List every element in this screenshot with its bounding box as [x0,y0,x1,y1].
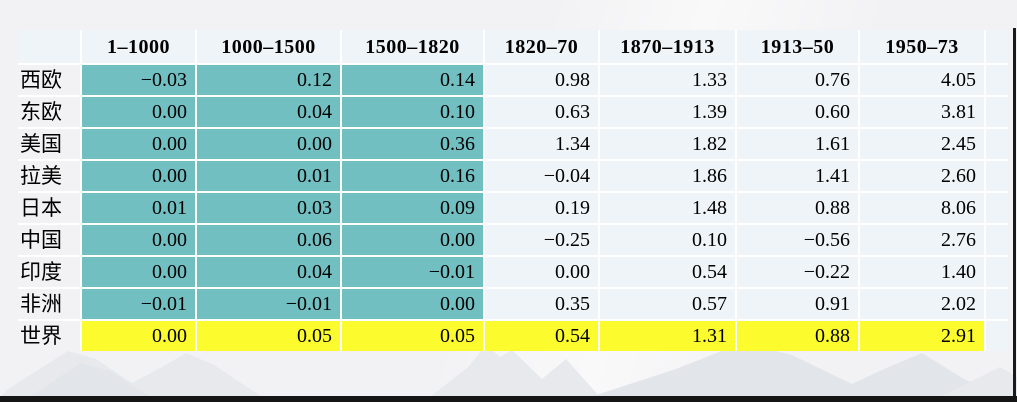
value-cell: 1.31 [600,321,735,351]
value-cell: 0.05 [342,321,483,351]
value-cell: 0.00 [82,161,195,191]
value-cell: 0.57 [600,289,735,319]
value-cell: 0.01 [197,161,340,191]
row-label-west-europe: 西欧 [18,65,80,95]
value-cell: −0.01 [342,257,483,287]
period-header: 1870–1913 [600,30,735,63]
value-cell: 1.34 [485,129,598,159]
value-cell: 8.06 [860,193,984,223]
spacer-cell [986,257,1008,287]
period-header: 1500–1820 [342,30,483,63]
value-cell: 0.91 [737,289,858,319]
period-header: 1820–70 [485,30,598,63]
value-cell: 0.54 [600,257,735,287]
value-cell: 0.00 [82,225,195,255]
row-label-china: 中国 [18,225,80,255]
value-cell: 0.00 [82,321,195,351]
value-cell: 0.16 [342,161,483,191]
value-cell: 0.00 [82,97,195,127]
value-cell: 0.98 [485,65,598,95]
value-cell: 2.02 [860,289,984,319]
value-cell: 0.06 [197,225,340,255]
spacer-cell [986,321,1008,351]
value-cell: 0.00 [342,289,483,319]
value-cell: 0.05 [197,321,340,351]
value-cell: 0.14 [342,65,483,95]
row-label-usa: 美国 [18,129,80,159]
value-cell: 2.45 [860,129,984,159]
spacer-cell [986,129,1008,159]
value-cell: 1.48 [600,193,735,223]
period-header: 1950–73 [860,30,984,63]
spacer-cell [986,30,1008,63]
row-label-india: 印度 [18,257,80,287]
value-cell: 1.39 [600,97,735,127]
value-cell: −0.25 [485,225,598,255]
period-header: 1000–1500 [197,30,340,63]
value-cell: 0.19 [485,193,598,223]
value-cell: 0.00 [342,225,483,255]
spacer-cell [986,289,1008,319]
value-cell: 0.00 [82,257,195,287]
value-cell: −0.04 [485,161,598,191]
slide-right-edge [1013,28,1016,402]
row-label-japan: 日本 [18,193,80,223]
value-cell: 0.00 [485,257,598,287]
value-cell: −0.03 [82,65,195,95]
value-cell: 0.35 [485,289,598,319]
value-cell: −0.01 [197,289,340,319]
value-cell: 0.09 [342,193,483,223]
value-cell: 0.63 [485,97,598,127]
spacer-cell [986,161,1008,191]
spacer-cell [986,97,1008,127]
row-label-east-europe: 东欧 [18,97,80,127]
value-cell: 0.88 [737,321,858,351]
row-label-latin-america: 拉美 [18,161,80,191]
value-cell: 0.54 [485,321,598,351]
corner-cell [18,30,80,63]
value-cell: 4.05 [860,65,984,95]
value-cell: 0.03 [197,193,340,223]
value-cell: 0.10 [600,225,735,255]
period-header: 1913–50 [737,30,858,63]
value-cell: 0.04 [197,97,340,127]
value-cell: 0.76 [737,65,858,95]
value-cell: 2.91 [860,321,984,351]
value-cell: 0.04 [197,257,340,287]
value-cell: 0.60 [737,97,858,127]
spacer-cell [986,193,1008,223]
row-label-africa: 非洲 [18,289,80,319]
slide-bottom-edge [0,396,1017,402]
value-cell: −0.01 [82,289,195,319]
value-cell: 2.60 [860,161,984,191]
value-cell: 1.40 [860,257,984,287]
spacer-cell [986,65,1008,95]
value-cell: 0.12 [197,65,340,95]
value-cell: 0.00 [197,129,340,159]
value-cell: −0.56 [737,225,858,255]
value-cell: 1.82 [600,129,735,159]
value-cell: 0.36 [342,129,483,159]
row-label-world: 世界 [18,321,80,351]
value-cell: 0.88 [737,193,858,223]
value-cell: 0.10 [342,97,483,127]
value-cell: 1.33 [600,65,735,95]
value-cell: 0.01 [82,193,195,223]
value-cell: 0.00 [82,129,195,159]
value-cell: 2.76 [860,225,984,255]
value-cell: 1.41 [737,161,858,191]
value-cell: −0.22 [737,257,858,287]
value-cell: 3.81 [860,97,984,127]
growth-rate-table: 1–1000 1000–1500 1500–1820 1820–70 1870–… [18,30,1008,351]
period-header: 1–1000 [82,30,195,63]
value-cell: 1.61 [737,129,858,159]
spacer-cell [986,225,1008,255]
value-cell: 1.86 [600,161,735,191]
